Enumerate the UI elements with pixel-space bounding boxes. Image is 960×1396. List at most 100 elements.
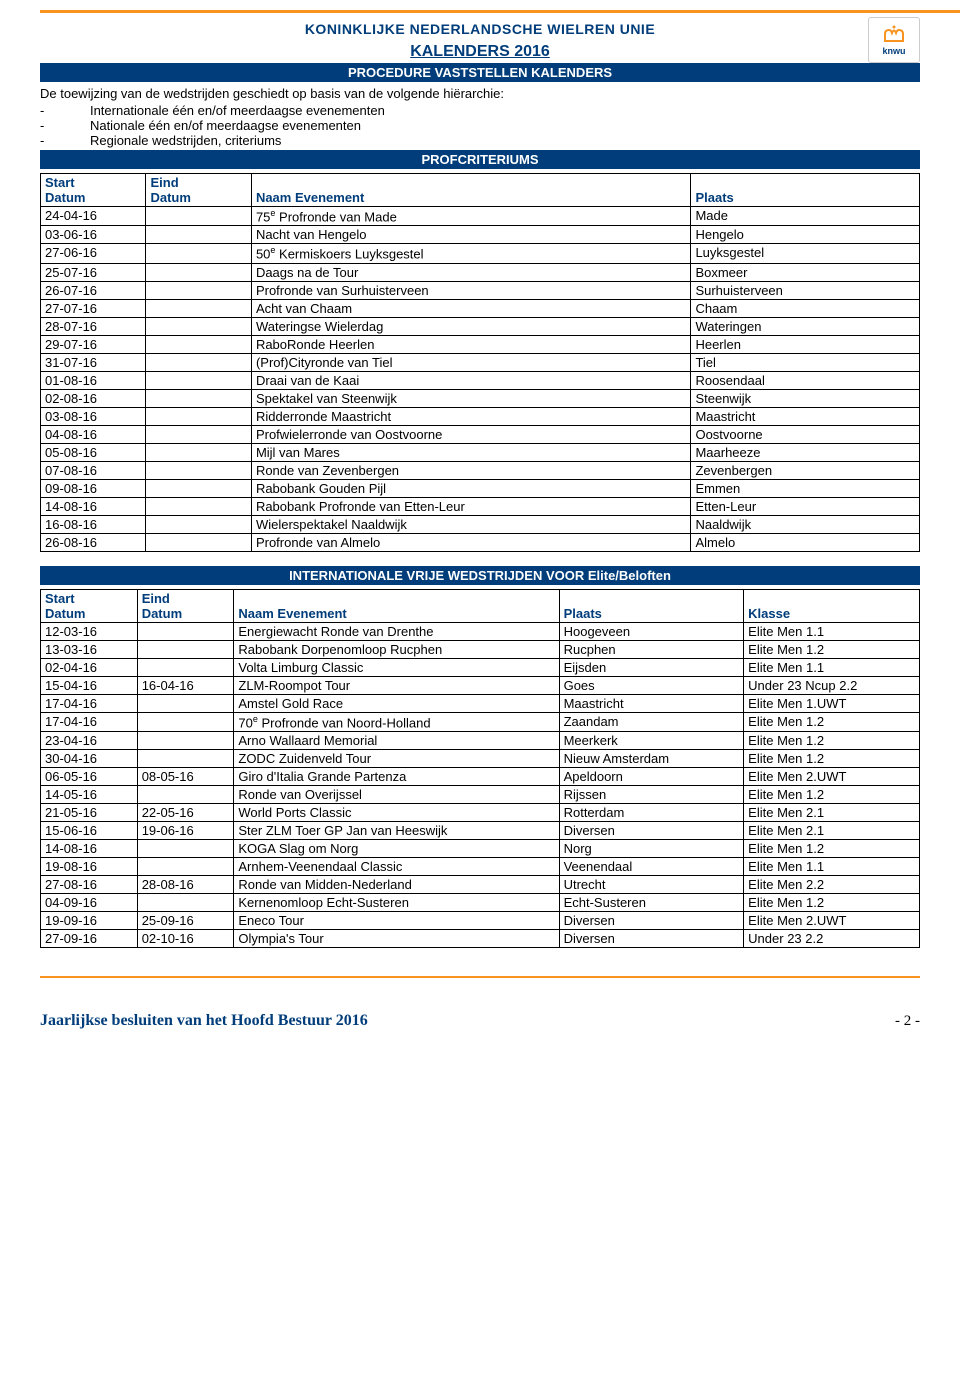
cell-plaats: Oostvoorne: [691, 425, 920, 443]
cell-start: 09-08-16: [41, 479, 146, 497]
cell-naam: Arnhem-Veenendaal Classic: [234, 857, 559, 875]
cell-plaats: Etten-Leur: [691, 497, 920, 515]
table-row: 26-07-16Profronde van SurhuisterveenSurh…: [41, 281, 920, 299]
cell-klasse: Elite Men 1.2: [744, 785, 920, 803]
cell-start: 19-08-16: [41, 857, 138, 875]
cell-klasse: Elite Men 2.UWT: [744, 767, 920, 785]
cell-start: 15-06-16: [41, 821, 138, 839]
cell-eind: 02-10-16: [137, 929, 234, 947]
table-row: 06-05-1608-05-16Giro d'Italia Grande Par…: [41, 767, 920, 785]
cell-plaats: Roosendaal: [691, 371, 920, 389]
cell-plaats: Rotterdam: [559, 803, 744, 821]
cell-plaats: Hengelo: [691, 226, 920, 244]
cell-eind: [146, 353, 251, 371]
table-row: 14-08-16KOGA Slag om NorgNorgElite Men 1…: [41, 839, 920, 857]
cell-plaats: Rijssen: [559, 785, 744, 803]
cell-start: 02-08-16: [41, 389, 146, 407]
cell-eind: [137, 857, 234, 875]
cell-start: 16-08-16: [41, 515, 146, 533]
header: KONINKLIJKE NEDERLANDSCHE WIELREN UNIE k…: [40, 21, 920, 37]
table-row: 17-04-16Amstel Gold RaceMaastrichtElite …: [41, 694, 920, 712]
col-naam: Naam Evenement: [234, 589, 559, 622]
cell-plaats: Goes: [559, 676, 744, 694]
cell-eind: [146, 207, 251, 226]
table-row: 19-08-16Arnhem-Veenendaal ClassicVeenend…: [41, 857, 920, 875]
col-naam: Naam Evenement: [251, 174, 691, 207]
table-row: 12-03-16Energiewacht Ronde van DrentheHo…: [41, 622, 920, 640]
cell-naam: Ronde van Overijssel: [234, 785, 559, 803]
bar-procedure: PROCEDURE VASTSTELLEN KALENDERS: [40, 63, 920, 82]
table-row: 01-08-16Draai van de KaaiRoosendaal: [41, 371, 920, 389]
cell-naam: Olympia's Tour: [234, 929, 559, 947]
cell-start: 14-08-16: [41, 839, 138, 857]
table-row: 24-04-1675e Profronde van MadeMade: [41, 207, 920, 226]
cell-naam: 50e Kermiskoers Luyksgestel: [251, 244, 691, 263]
cell-eind: [137, 712, 234, 731]
cell-start: 14-05-16: [41, 785, 138, 803]
cell-eind: [137, 658, 234, 676]
cell-plaats: Zevenbergen: [691, 461, 920, 479]
cell-eind: [146, 317, 251, 335]
cell-plaats: Boxmeer: [691, 263, 920, 281]
cell-eind: [146, 533, 251, 551]
col-start: StartDatum: [41, 174, 146, 207]
cell-eind: [146, 389, 251, 407]
cell-eind: [146, 425, 251, 443]
cell-naam: (Prof)Cityronde van Tiel: [251, 353, 691, 371]
cell-eind: 28-08-16: [137, 875, 234, 893]
cell-start: 04-09-16: [41, 893, 138, 911]
hierarchy-item: Internationale één en/of meerdaagse even…: [40, 103, 920, 118]
footer-title: Jaarlijkse besluiten van het Hoofd Bestu…: [40, 1012, 368, 1030]
cell-plaats: Chaam: [691, 299, 920, 317]
cell-naam: Rabobank Dorpenomloop Rucphen: [234, 640, 559, 658]
cell-naam: Ridderronde Maastricht: [251, 407, 691, 425]
cell-plaats: Surhuisterveen: [691, 281, 920, 299]
logo-text: knwu: [882, 46, 905, 56]
cell-start: 26-08-16: [41, 533, 146, 551]
table-row: 04-08-16Profwielerronde van OostvoorneOo…: [41, 425, 920, 443]
cell-naam: Eneco Tour: [234, 911, 559, 929]
cell-klasse: Elite Men 2.UWT: [744, 911, 920, 929]
cell-klasse: Elite Men 1.2: [744, 712, 920, 731]
table-row: 28-07-16Wateringse WielerdagWateringen: [41, 317, 920, 335]
cell-start: 23-04-16: [41, 731, 138, 749]
cell-plaats: Zaandam: [559, 712, 744, 731]
cell-naam: Profwielerronde van Oostvoorne: [251, 425, 691, 443]
cell-start: 27-06-16: [41, 244, 146, 263]
cell-naam: Wielerspektakel Naaldwijk: [251, 515, 691, 533]
cell-klasse: Elite Men 2.1: [744, 803, 920, 821]
table-row: 27-09-1602-10-16Olympia's TourDiversenUn…: [41, 929, 920, 947]
cell-plaats: Eijsden: [559, 658, 744, 676]
cell-naam: Daags na de Tour: [251, 263, 691, 281]
cell-start: 03-08-16: [41, 407, 146, 425]
cell-start: 14-08-16: [41, 497, 146, 515]
cell-naam: ZODC Zuidenveld Tour: [234, 749, 559, 767]
table-row: 30-04-16ZODC Zuidenveld TourNieuw Amster…: [41, 749, 920, 767]
cell-naam: Kernenomloop Echt-Susteren: [234, 893, 559, 911]
table-row: 31-07-16(Prof)Cityronde van TielTiel: [41, 353, 920, 371]
cell-klasse: Elite Men 2.2: [744, 875, 920, 893]
cell-klasse: Elite Men 1.2: [744, 839, 920, 857]
cell-plaats: Luyksgestel: [691, 244, 920, 263]
col-eind: EindDatum: [146, 174, 251, 207]
top-accent-line: [40, 10, 920, 13]
cell-start: 26-07-16: [41, 281, 146, 299]
bar-profcriteriums: PROFCRITERIUMS: [40, 150, 920, 169]
cell-naam: Ronde van Midden-Nederland: [234, 875, 559, 893]
table-row: 02-08-16Spektakel van SteenwijkSteenwijk: [41, 389, 920, 407]
table-row: 14-05-16 Ronde van OverijsselRijssenElite…: [41, 785, 920, 803]
cell-eind: [137, 640, 234, 658]
cell-start: 27-08-16: [41, 875, 138, 893]
cell-plaats: Nieuw Amsterdam: [559, 749, 744, 767]
cell-plaats: Heerlen: [691, 335, 920, 353]
cell-start: 17-04-16: [41, 712, 138, 731]
cell-plaats: Maarheeze: [691, 443, 920, 461]
org-title: KONINKLIJKE NEDERLANDSCHE WIELREN UNIE: [305, 21, 655, 37]
cell-eind: [137, 893, 234, 911]
table-row: 26-08-16Profronde van AlmeloAlmelo: [41, 533, 920, 551]
cell-klasse: Elite Men 1.2: [744, 640, 920, 658]
cell-plaats: Maastricht: [559, 694, 744, 712]
cell-naam: Draai van de Kaai: [251, 371, 691, 389]
cell-plaats: Wateringen: [691, 317, 920, 335]
cell-naam: Profronde van Almelo: [251, 533, 691, 551]
